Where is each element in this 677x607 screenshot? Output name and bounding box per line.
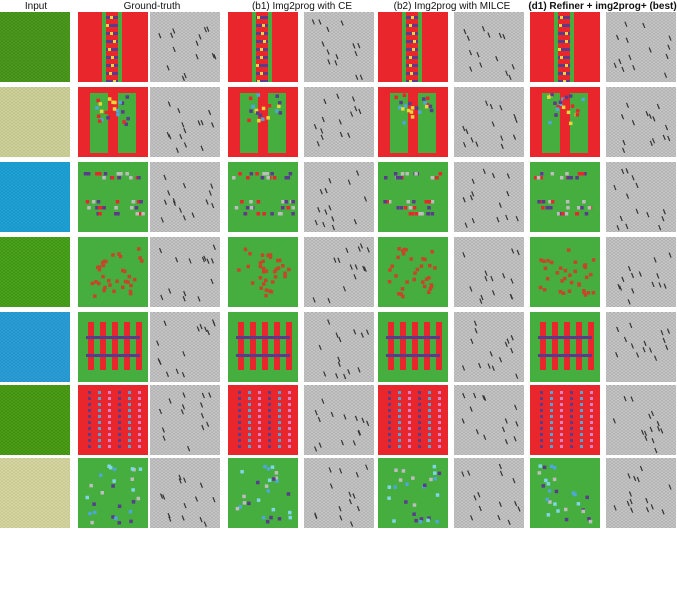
program-map-image — [228, 385, 298, 455]
program-map-image — [78, 237, 148, 307]
program-map-image — [530, 385, 600, 455]
knit-render-image — [304, 458, 374, 528]
knit-render-image — [454, 237, 524, 307]
program-map-image — [228, 458, 298, 528]
program-map-image — [378, 237, 448, 307]
program-map-image — [78, 12, 148, 82]
program-map-image — [378, 312, 448, 382]
program-map-image — [378, 458, 448, 528]
program-map-image — [378, 385, 448, 455]
program-map-image — [530, 12, 600, 82]
header-d1: (d1) Refiner + img2prog+ (best) — [528, 1, 677, 12]
knit-render-image — [304, 237, 374, 307]
knit-render-image — [304, 87, 374, 157]
knit-render-image — [454, 312, 524, 382]
knit-render-image — [150, 385, 220, 455]
program-map-image — [378, 162, 448, 232]
program-map-image — [378, 12, 448, 82]
knit-render-image — [150, 237, 220, 307]
knit-render-image — [150, 312, 220, 382]
program-map-image — [228, 87, 298, 157]
knit-render-image — [150, 87, 220, 157]
knit-render-image — [454, 87, 524, 157]
knit-render-image — [606, 237, 676, 307]
header-ground-truth: Ground-truth — [123, 1, 181, 12]
knit-render-image — [606, 458, 676, 528]
program-map-image — [228, 237, 298, 307]
program-map-image — [78, 162, 148, 232]
program-map-image — [530, 237, 600, 307]
header-b1: (b1) Img2prog with CE — [251, 1, 353, 12]
input-swatch-image — [0, 312, 70, 382]
knit-render-image — [304, 312, 374, 382]
knit-render-image — [304, 162, 374, 232]
program-map-image — [530, 162, 600, 232]
knit-render-image — [606, 162, 676, 232]
knit-render-image — [304, 12, 374, 82]
program-map-image — [530, 312, 600, 382]
knit-render-image — [606, 12, 676, 82]
knit-render-image — [150, 162, 220, 232]
program-map-image — [78, 87, 148, 157]
input-swatch-image — [0, 12, 70, 82]
knit-render-image — [150, 12, 220, 82]
program-map-image — [530, 87, 600, 157]
knit-render-image — [304, 385, 374, 455]
program-map-image — [530, 458, 600, 528]
knit-render-image — [454, 12, 524, 82]
input-swatch-image — [0, 237, 70, 307]
knit-render-image — [150, 458, 220, 528]
knit-render-image — [454, 458, 524, 528]
program-map-image — [228, 312, 298, 382]
program-map-image — [78, 385, 148, 455]
knit-render-image — [606, 312, 676, 382]
knit-render-image — [606, 87, 676, 157]
input-swatch-image — [0, 385, 70, 455]
program-map-image — [78, 312, 148, 382]
program-map-image — [78, 458, 148, 528]
header-b2: (b2) Img2prog with MILCE — [393, 1, 511, 12]
knit-render-image — [606, 385, 676, 455]
program-map-image — [228, 12, 298, 82]
program-map-image — [228, 162, 298, 232]
program-map-image — [378, 87, 448, 157]
header-input: Input — [24, 1, 48, 12]
input-swatch-image — [0, 162, 70, 232]
knit-render-image — [454, 385, 524, 455]
input-swatch-image — [0, 458, 70, 528]
knit-render-image — [454, 162, 524, 232]
input-swatch-image — [0, 87, 70, 157]
